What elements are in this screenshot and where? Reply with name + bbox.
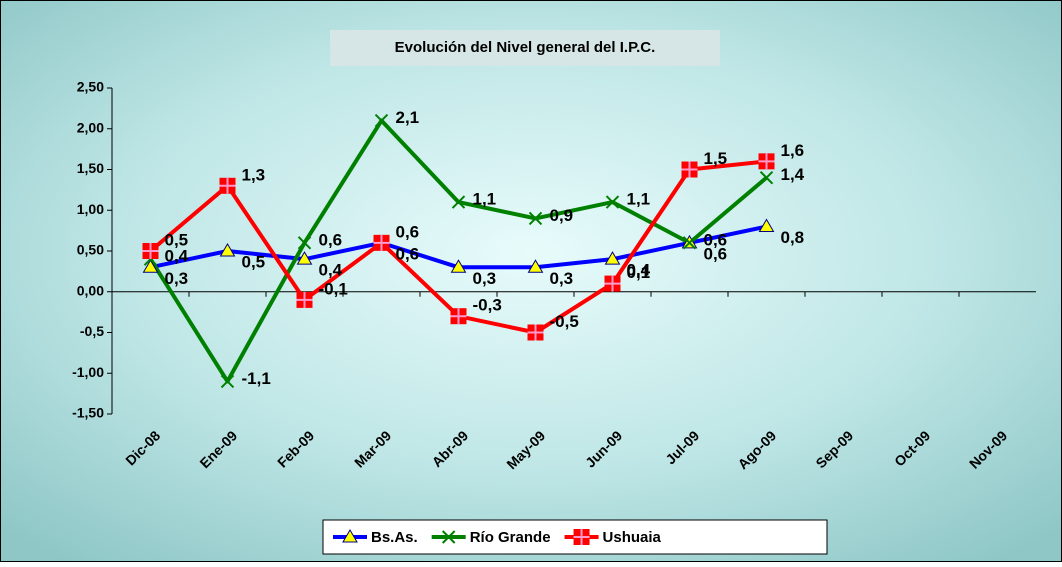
data-label: 1,4 bbox=[781, 165, 805, 184]
data-point bbox=[450, 308, 467, 325]
data-point bbox=[758, 218, 775, 233]
data-point bbox=[220, 374, 235, 389]
data-label: 0,5 bbox=[242, 252, 266, 271]
data-label: 1,1 bbox=[627, 190, 651, 209]
data-point bbox=[297, 236, 312, 250]
marker-cross bbox=[758, 153, 775, 170]
data-label: 0,6 bbox=[704, 244, 728, 263]
data-point bbox=[604, 275, 621, 292]
data-label: 0,6 bbox=[396, 222, 420, 241]
data-point bbox=[758, 153, 775, 170]
y-tick-label: 0,00 bbox=[77, 282, 104, 298]
title-box bbox=[330, 30, 720, 66]
data-label: 1,5 bbox=[704, 149, 728, 168]
data-label: -1,1 bbox=[242, 369, 271, 388]
y-tick-label: 2,50 bbox=[77, 79, 104, 95]
data-point bbox=[373, 234, 390, 251]
data-point bbox=[142, 243, 159, 259]
data-point bbox=[528, 211, 543, 226]
marker-cross bbox=[527, 324, 544, 341]
data-point bbox=[681, 161, 698, 178]
data-point bbox=[296, 291, 313, 308]
y-tick-label: 2,00 bbox=[77, 119, 104, 135]
data-label: 2,1 bbox=[396, 108, 420, 127]
legend-marker bbox=[573, 529, 590, 545]
marker-cross bbox=[296, 291, 313, 308]
data-label: 0,3 bbox=[550, 269, 574, 288]
data-label: 0,5 bbox=[165, 230, 189, 249]
marker-cross bbox=[604, 275, 621, 292]
data-point bbox=[759, 170, 774, 185]
data-label: -0,5 bbox=[550, 312, 579, 331]
data-label: 1,1 bbox=[473, 190, 497, 209]
marker-cross bbox=[681, 161, 698, 178]
chart-title: Evolución del Nivel general del I.P.C. bbox=[395, 39, 656, 56]
y-tick-label: -0,5 bbox=[80, 323, 104, 339]
data-point bbox=[219, 177, 236, 194]
data-point bbox=[142, 259, 159, 273]
data-point bbox=[451, 195, 466, 209]
data-point bbox=[605, 195, 620, 209]
data-point bbox=[604, 251, 621, 265]
data-label: -0,1 bbox=[319, 279, 348, 298]
legend-label: Ushuaia bbox=[603, 529, 662, 546]
marker-cross bbox=[219, 177, 236, 194]
data-point bbox=[527, 324, 544, 341]
marker-cross bbox=[142, 243, 159, 259]
data-point bbox=[450, 259, 467, 273]
data-label: 0,6 bbox=[396, 244, 420, 263]
data-label: 0,1 bbox=[627, 263, 651, 282]
y-tick-label: -1,50 bbox=[72, 405, 104, 421]
data-label: 0,9 bbox=[550, 206, 574, 225]
data-label: 1,3 bbox=[242, 165, 266, 184]
y-tick-label: 1,50 bbox=[77, 160, 104, 176]
marker-cross bbox=[373, 234, 390, 251]
legend-label: Río Grande bbox=[470, 529, 551, 546]
data-label: 0,8 bbox=[781, 228, 805, 247]
data-point bbox=[219, 243, 236, 257]
data-label: 0,4 bbox=[165, 247, 189, 266]
data-point bbox=[682, 236, 697, 250]
legend-marker bbox=[342, 529, 358, 543]
y-tick-label: -1,00 bbox=[72, 364, 104, 380]
data-label: -0,3 bbox=[473, 296, 502, 315]
data-point bbox=[527, 259, 544, 273]
data-label: 1,6 bbox=[781, 141, 805, 160]
legend-label: Bs.As. bbox=[371, 529, 418, 546]
y-tick-label: 0,50 bbox=[77, 242, 104, 258]
marker-cross bbox=[450, 308, 467, 325]
data-label: 0,4 bbox=[319, 261, 343, 280]
data-point bbox=[296, 251, 313, 265]
data-label: 0,3 bbox=[165, 269, 189, 288]
marker-cross bbox=[573, 529, 590, 545]
data-label: 0,4 bbox=[627, 261, 651, 280]
legend-marker bbox=[441, 530, 456, 544]
y-tick-label: 1,00 bbox=[77, 201, 104, 217]
data-label: 0,3 bbox=[473, 269, 497, 288]
data-label: 0,6 bbox=[319, 230, 343, 249]
data-point bbox=[374, 113, 389, 128]
data-label: 0,6 bbox=[704, 230, 728, 249]
